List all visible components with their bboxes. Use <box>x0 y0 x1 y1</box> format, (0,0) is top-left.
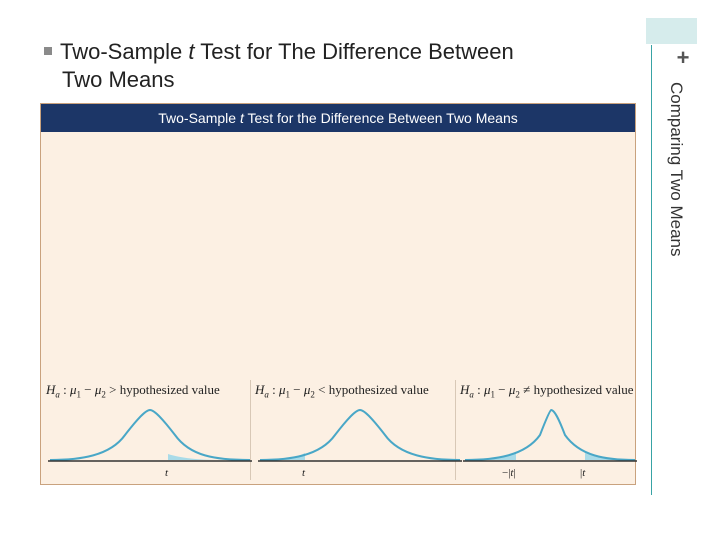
title-suffix: Test for The Difference Between <box>194 39 514 64</box>
hyp-op-two-sided: ≠ <box>523 382 531 397</box>
shade-two-right <box>585 453 630 460</box>
title-line2: Two Means <box>62 67 175 92</box>
hyp-op-left: < <box>318 382 326 397</box>
shade-right-tail <box>168 454 218 460</box>
hypothesis-left: Ha : μ1 − μ2 < hypothesized value <box>255 382 429 400</box>
title-prefix: Two-Sample <box>60 39 189 64</box>
hyp-text-two-sided: hypothesized value <box>533 382 634 397</box>
hypothesis-two-sided: Ha : μ1 − μ2 ≠ hypothesized value <box>460 382 634 400</box>
plus-icon: + <box>676 45 690 70</box>
corner-tab <box>646 18 697 44</box>
tick-t-right: t <box>165 467 169 479</box>
curve-two <box>464 408 636 461</box>
panel-header: Two-Sample t Test for the Difference Bet… <box>41 104 635 132</box>
tick-abs-t: |t <box>580 467 586 479</box>
side-label: Comparing Two Means <box>667 82 686 257</box>
hyp-text-left: hypothesized value <box>328 382 429 397</box>
shade-two-left <box>470 453 516 460</box>
distribution-curves: t t −|t| |t <box>48 408 637 479</box>
curve-left-tailed: t <box>258 408 462 479</box>
slide-title: Two-Sample t Test for The Difference Bet… <box>44 38 634 94</box>
hyp-op-right: > <box>109 382 117 397</box>
vertical-divider <box>651 45 652 495</box>
content-panel: Two-Sample t Test for the Difference Bet… <box>40 103 636 485</box>
tick-neg-abs-t: −|t| <box>502 467 516 479</box>
curve-two-tailed: −|t| |t <box>463 408 637 479</box>
hyp-text-right: hypothesized value <box>119 382 220 397</box>
separator-1 <box>250 380 251 480</box>
separator-2 <box>455 380 456 480</box>
header-prefix: Two-Sample <box>158 110 240 126</box>
tick-t-left: t <box>302 467 306 479</box>
curve-right-tailed: t <box>48 408 252 479</box>
header-suffix: Test for the Difference Between Two Mean… <box>243 110 518 126</box>
curve-right <box>49 408 251 461</box>
title-italic: t <box>188 39 195 64</box>
curve-left <box>259 408 461 461</box>
hypothesis-right: Ha : μ1 − μ2 > hypothesized value <box>46 382 220 400</box>
bullet-icon <box>44 47 52 56</box>
header-italic: t <box>239 110 244 126</box>
